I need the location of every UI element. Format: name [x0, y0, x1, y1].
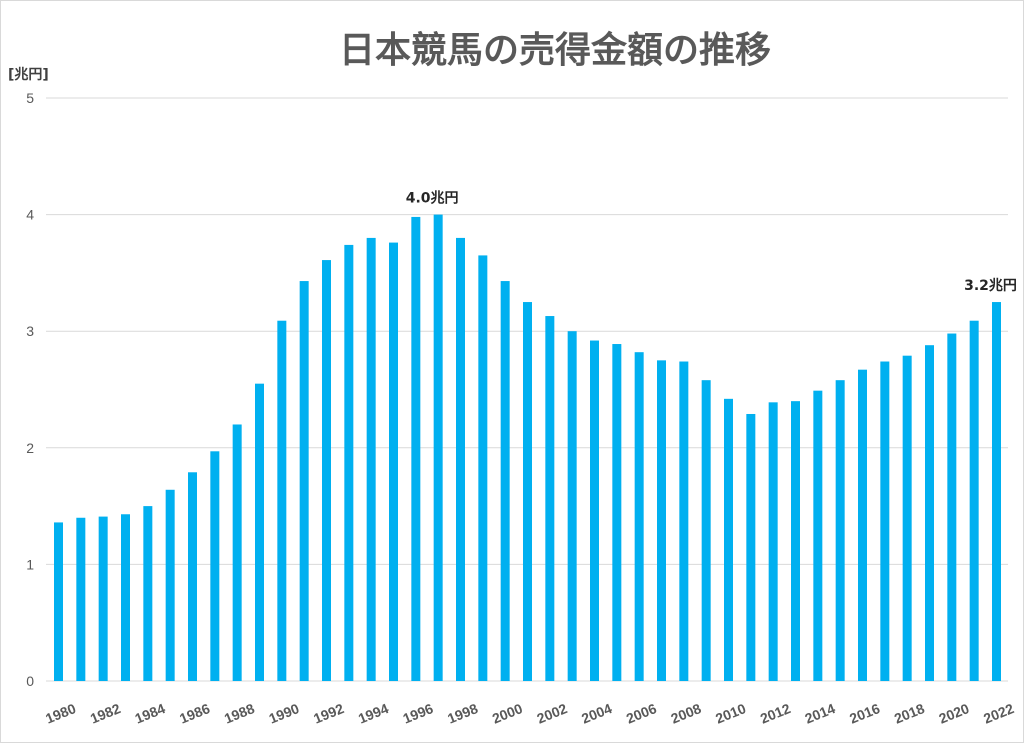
bar-2012	[768, 402, 778, 681]
y-tick-label: 3	[26, 323, 34, 339]
bar-1997	[433, 214, 443, 681]
y-tick-label: 1	[26, 556, 34, 572]
bar-2011	[746, 413, 756, 681]
x-tick-label: 1980	[43, 700, 78, 727]
bar-2016	[858, 369, 867, 681]
bar-2021	[969, 320, 979, 681]
x-tick-label: 2004	[579, 700, 614, 727]
bar-1989	[255, 383, 264, 681]
x-tick-label: 1990	[267, 700, 302, 727]
bar-1980	[54, 522, 63, 681]
x-tick-label: 2010	[713, 700, 748, 727]
bar-2009	[701, 380, 711, 681]
x-tick-label: 2014	[803, 700, 838, 727]
x-tick-label: 1988	[222, 700, 257, 727]
bar-1984	[143, 506, 153, 681]
x-tick-label: 1986	[177, 700, 212, 727]
x-tick-label: 2022	[981, 700, 1016, 727]
x-tick-label: 2008	[669, 700, 704, 727]
x-tick-label: 1994	[356, 700, 391, 727]
x-tick-label: 1982	[88, 700, 123, 727]
bar-2001	[523, 302, 532, 681]
data-label-2022: 3.2兆円	[964, 278, 1017, 294]
bar-2020	[947, 333, 957, 681]
bars	[54, 214, 1001, 682]
chart-title: 日本競馬の売得金額の推移	[339, 29, 771, 71]
bar-2015	[835, 380, 845, 681]
y-tick-label: 5	[26, 90, 34, 106]
bar-2000	[500, 281, 510, 681]
bar-2017	[880, 361, 890, 681]
bar-1999	[478, 255, 488, 681]
bar-2013	[791, 401, 800, 681]
y-tick-label: 0	[26, 673, 34, 689]
bar-1993	[344, 244, 354, 681]
x-tick-label: 1998	[445, 700, 480, 727]
data-label-1997: 4.0兆円	[406, 191, 459, 207]
bar-1982	[98, 516, 108, 681]
y-axis-unit-label: [兆円]	[8, 67, 49, 83]
bar-2004	[590, 340, 599, 681]
x-tick-label: 2000	[490, 700, 525, 727]
bar-1985	[165, 489, 175, 681]
bar-2003	[567, 331, 577, 681]
bar-1981	[76, 517, 86, 681]
y-axis-ticks: 0 1 2 3 4 5	[26, 90, 34, 689]
x-tick-label: 1984	[133, 700, 168, 727]
bar-1996	[411, 216, 421, 681]
bar-2019	[925, 345, 934, 681]
x-tick-label: 2020	[937, 700, 972, 727]
y-tick-label: 4	[26, 207, 34, 223]
bar-1987	[210, 451, 220, 681]
x-tick-label: 2016	[847, 700, 882, 727]
bar-1988	[232, 424, 242, 681]
x-tick-label: 1996	[401, 700, 436, 727]
x-tick-label: 1992	[311, 700, 346, 727]
bar-1994	[366, 237, 376, 682]
bar-2014	[813, 390, 823, 681]
bar-1992	[322, 260, 331, 681]
bar-2010	[724, 398, 733, 681]
bar-1995	[389, 242, 398, 682]
bar-2018	[902, 355, 912, 681]
bar-2008	[679, 361, 689, 681]
bar-2006	[634, 352, 644, 681]
x-tick-label: 2002	[535, 700, 570, 727]
x-tick-label: 2018	[892, 700, 927, 727]
bar-2002	[545, 316, 555, 681]
bar-1998	[456, 237, 465, 682]
bar-1990	[277, 320, 287, 681]
x-tick-label: 2006	[624, 700, 659, 727]
bar-1986	[188, 472, 197, 681]
bar-2022	[992, 302, 1001, 681]
bar-1983	[121, 514, 130, 681]
x-tick-label: 2012	[758, 700, 793, 727]
bar-2005	[612, 344, 622, 681]
x-axis-ticks: 1980 1982 1984 1986 1988 1990 1992 1994 1996 1998…	[43, 700, 1016, 727]
annotations: 4.0兆円 3.2兆円	[406, 191, 1017, 294]
bar-2007	[657, 360, 666, 681]
bar-1991	[299, 281, 309, 681]
y-tick-label: 2	[26, 440, 34, 456]
